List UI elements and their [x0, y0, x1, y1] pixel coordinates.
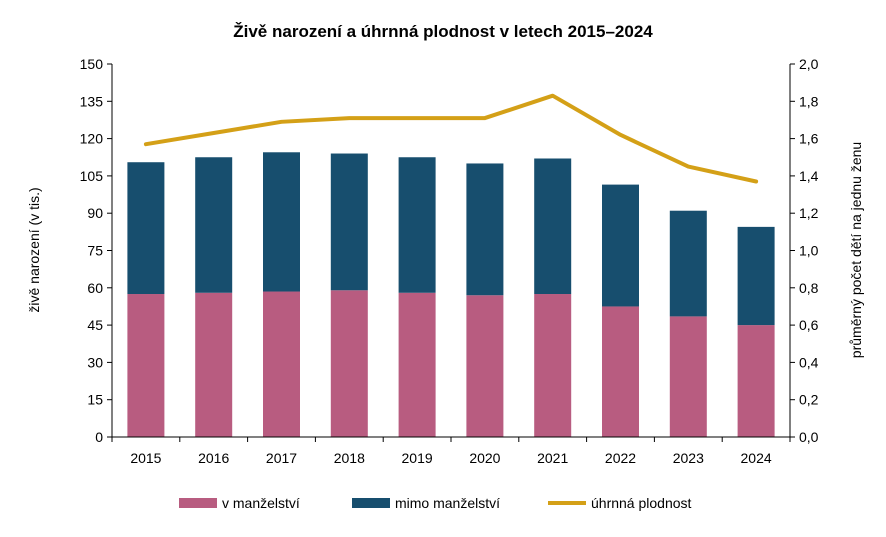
line-fertility [146, 96, 756, 182]
y2-tick-label: 0,0 [799, 429, 819, 445]
bar-married-2018 [331, 290, 368, 437]
x-tick-label-2022: 2022 [605, 450, 636, 466]
x-tick-label-2015: 2015 [130, 450, 161, 466]
bar-unmarried-2018 [331, 154, 368, 291]
bar-unmarried-2016 [195, 157, 232, 293]
y-tick-label: 45 [87, 317, 103, 333]
bar-unmarried-2022 [602, 185, 639, 307]
x-tick-label-2021: 2021 [537, 450, 568, 466]
y-axis-label: živě narození (v tis.) [26, 187, 42, 312]
y2-tick-label: 1,4 [799, 168, 819, 184]
bar-married-2015 [127, 294, 164, 437]
bar-married-2024 [738, 325, 775, 437]
y-tick-label: 150 [80, 56, 104, 72]
y2-tick-label: 1,6 [799, 131, 819, 147]
y2-tick-label: 1,8 [799, 93, 819, 109]
bar-unmarried-2024 [738, 227, 775, 325]
bar-unmarried-2021 [534, 158, 571, 294]
bar-unmarried-2017 [263, 152, 300, 291]
y-tick-label: 105 [80, 168, 104, 184]
y-tick-label: 15 [87, 392, 103, 408]
y-tick-label: 90 [87, 205, 103, 221]
legend: v manželství mimo manželství úhrnná plodno… [179, 495, 692, 511]
y2-axis-label: průměrný počet dětí na jednu ženu [848, 142, 864, 358]
bar-unmarried-2015 [127, 162, 164, 294]
y-tick-label: 120 [80, 131, 104, 147]
bar-married-2016 [195, 293, 232, 437]
y2-tick-label: 1,2 [799, 205, 819, 221]
bar-unmarried-2023 [670, 211, 707, 317]
x-tick-label-2017: 2017 [266, 450, 297, 466]
bar-married-2023 [670, 316, 707, 437]
y2-tick-label: 0,4 [799, 354, 819, 370]
y2-tick-label: 0,2 [799, 392, 819, 408]
bar-married-2017 [263, 292, 300, 437]
bar-unmarried-2020 [466, 163, 503, 295]
bar-married-2019 [399, 293, 436, 437]
legend-label-2: úhrnná plodnost [591, 495, 692, 511]
x-tick-label-2020: 2020 [469, 450, 500, 466]
x-tick-label-2024: 2024 [741, 450, 772, 466]
plot-area: 0 15 30 45 60 75 90 105 120 135 150 0,0 0,2 0,4 0,6 0,8… [80, 56, 819, 466]
y2-tick-label: 1,0 [799, 243, 819, 259]
bar-married-2021 [534, 294, 571, 437]
y-tick-label: 0 [95, 429, 103, 445]
legend-swatch-1 [352, 498, 390, 508]
y2-tick-label: 0,8 [799, 280, 819, 296]
bar-married-2020 [466, 295, 503, 437]
x-tick-label-2016: 2016 [198, 450, 229, 466]
legend-label-1: mimo manželství [395, 495, 500, 511]
x-tick-label-2023: 2023 [673, 450, 704, 466]
y-tick-label: 60 [87, 280, 103, 296]
y-tick-label: 30 [87, 354, 103, 370]
legend-label-0: v manželství [222, 495, 300, 511]
y-tick-label: 135 [80, 93, 104, 109]
y-tick-label: 75 [87, 243, 103, 259]
y2-tick-label: 2,0 [799, 56, 819, 72]
bar-unmarried-2019 [399, 157, 436, 293]
x-tick-label-2019: 2019 [402, 450, 433, 466]
bar-married-2022 [602, 306, 639, 437]
chart-title: Živě narození a úhrnná plodnost v letech… [233, 22, 653, 41]
legend-swatch-0 [179, 498, 217, 508]
x-tick-label-2018: 2018 [334, 450, 365, 466]
y2-tick-label: 0,6 [799, 317, 819, 333]
